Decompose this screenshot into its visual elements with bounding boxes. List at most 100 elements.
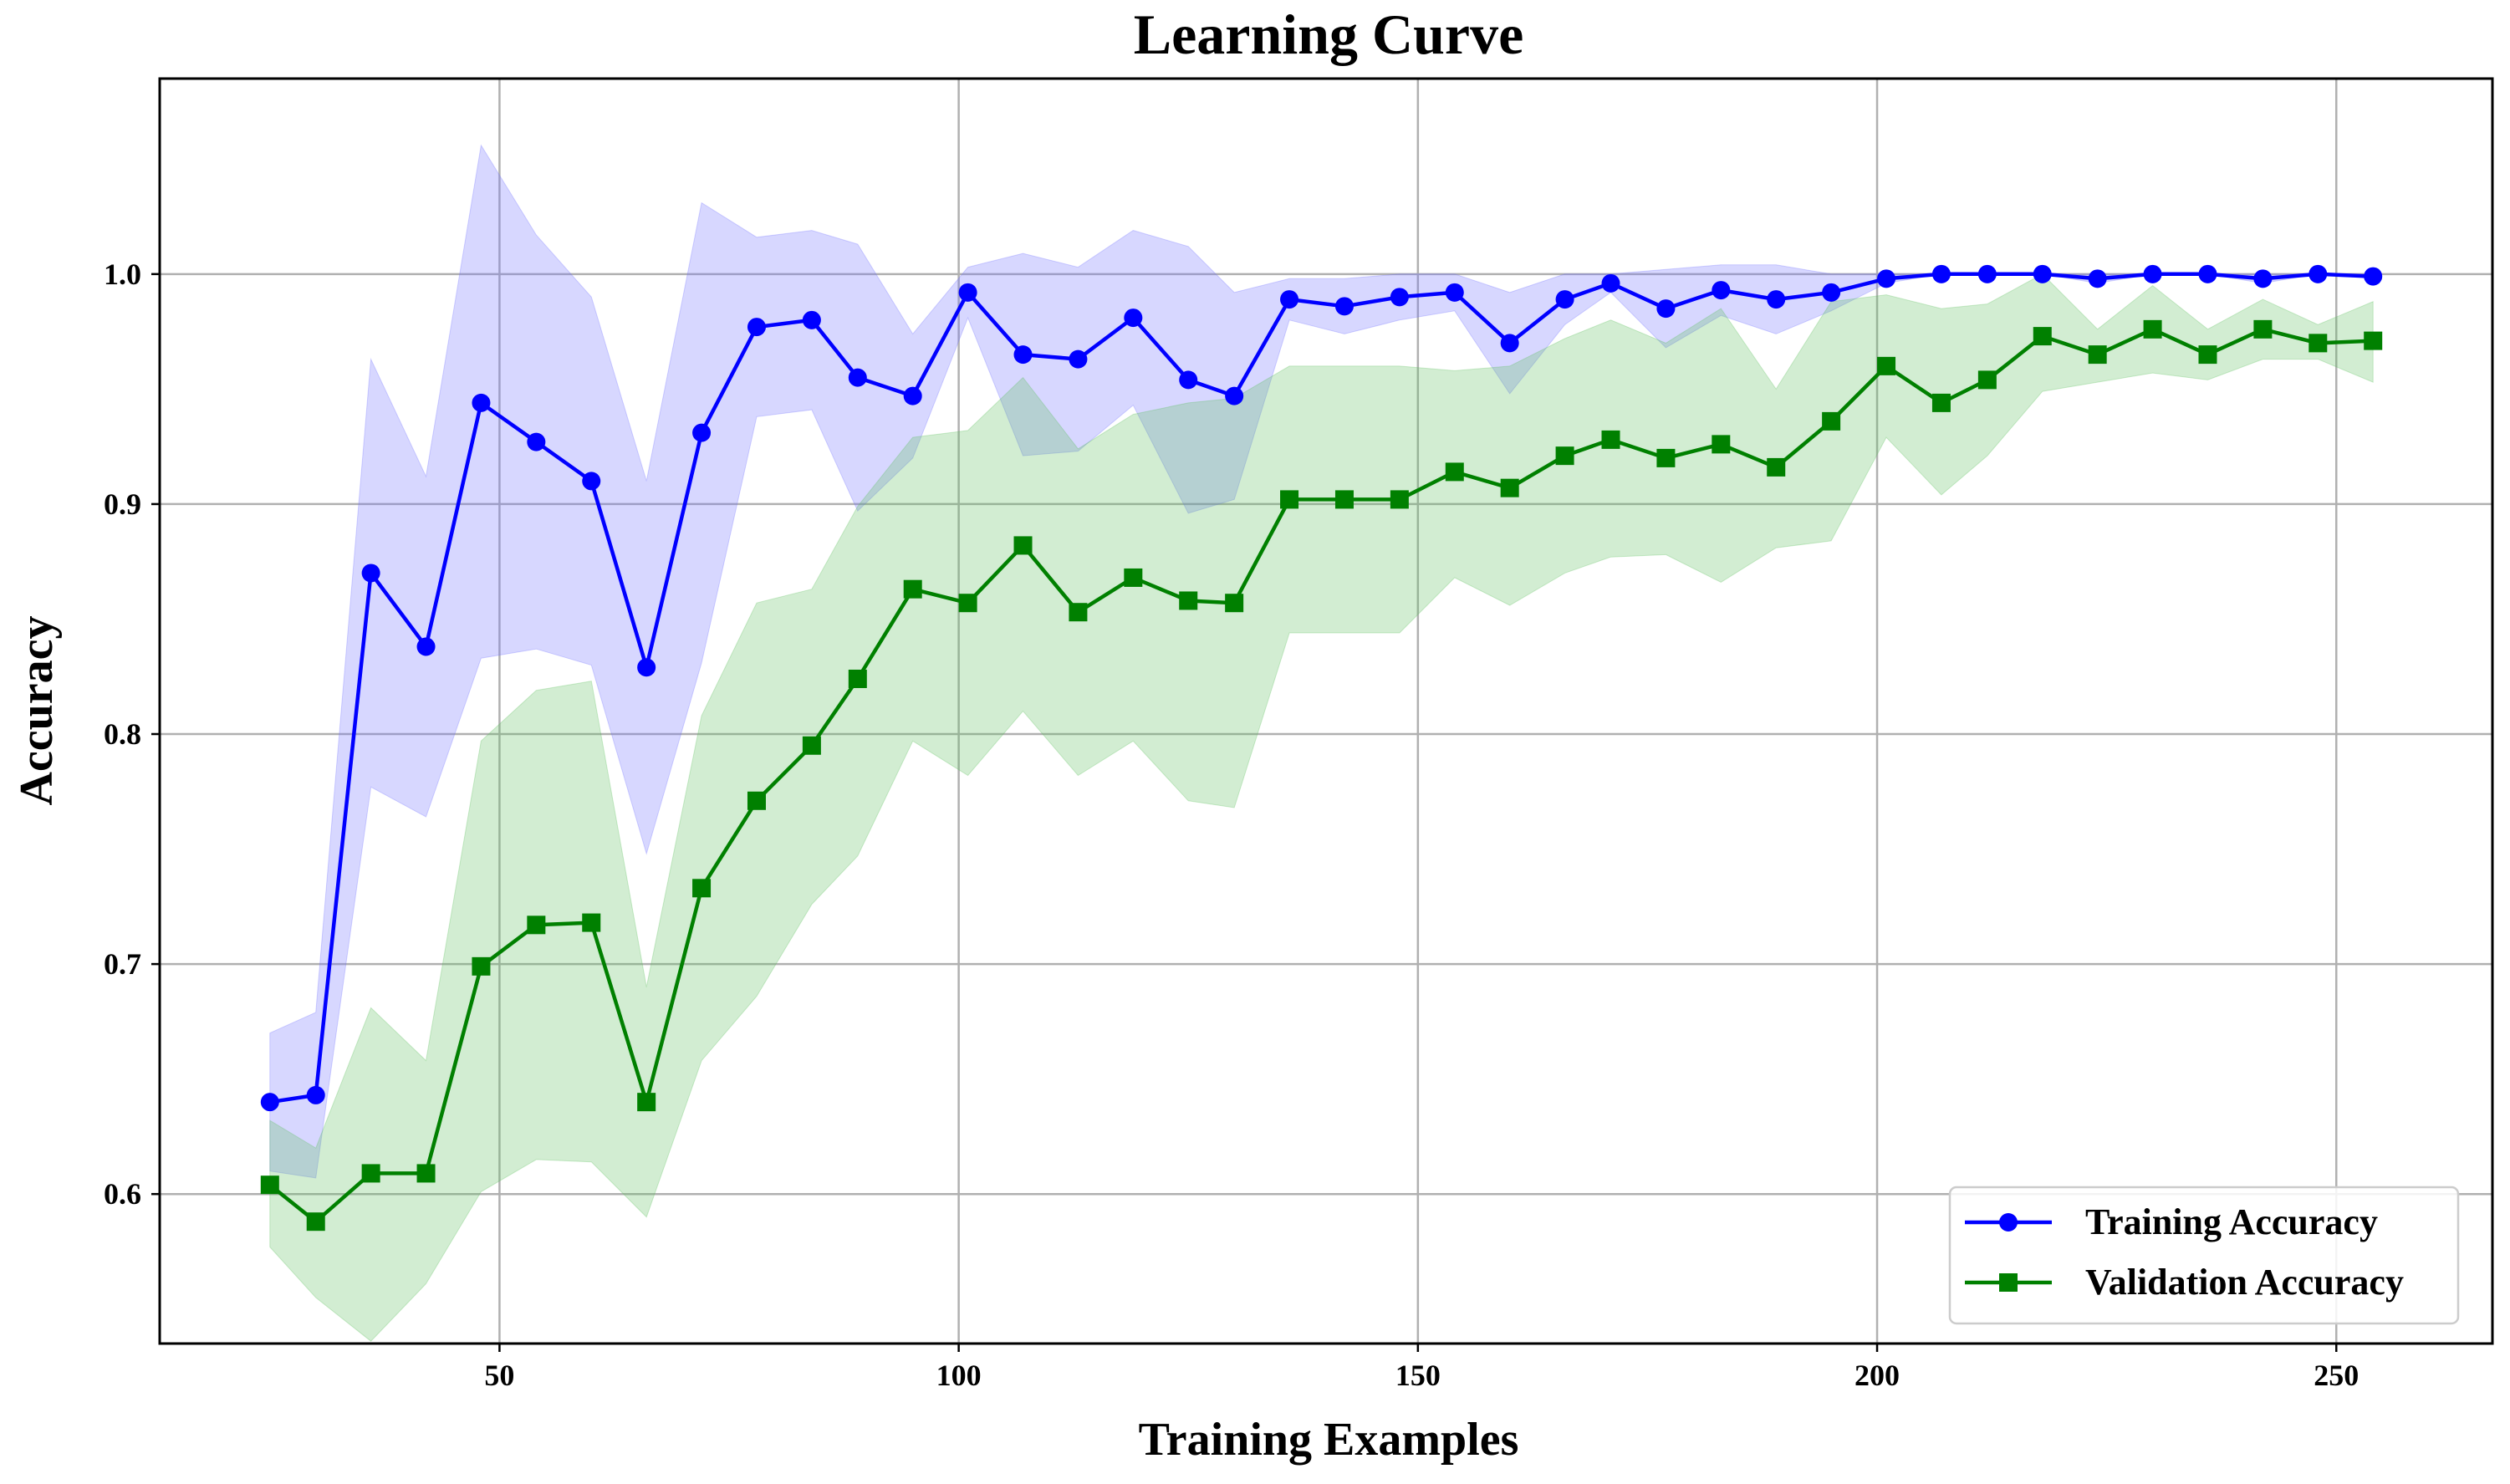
validation-accuracy-point (1334, 490, 1354, 509)
validation-accuracy-point (1712, 435, 1731, 454)
y-tick-label: 1.0 (104, 258, 141, 291)
training-accuracy-point (2308, 264, 2328, 283)
training-accuracy-point (2033, 264, 2052, 283)
training-accuracy-point (1390, 288, 1409, 307)
training-accuracy-point (472, 393, 491, 412)
validation-accuracy-point (1877, 356, 1896, 375)
validation-accuracy-point (802, 736, 821, 755)
validation-accuracy-point (1931, 393, 1951, 412)
validation-accuracy-point (747, 791, 766, 810)
training-accuracy-point (2253, 269, 2273, 288)
legend-box (1948, 1186, 2460, 1325)
validation-accuracy-point (1767, 457, 1786, 477)
training-accuracy-point (2198, 264, 2217, 283)
legend-marker-training (1999, 1213, 2018, 1232)
training-accuracy-point (1500, 334, 1519, 353)
training-accuracy-point (1555, 290, 1574, 309)
training-accuracy-point (527, 432, 546, 451)
y-tick-label: 0.6 (104, 1177, 141, 1211)
training-accuracy-point (1334, 297, 1354, 316)
validation-accuracy-point (2198, 345, 2217, 365)
training-accuracy-point (1225, 386, 1244, 405)
validation-accuracy-point (306, 1212, 325, 1232)
training-accuracy-point (1977, 264, 1997, 283)
validation-accuracy-point (416, 1164, 436, 1183)
training-accuracy-point (582, 472, 601, 491)
validation-accuracy-point (527, 915, 546, 935)
validation-accuracy-point (692, 879, 712, 898)
y-tick-label: 0.7 (104, 947, 141, 981)
training-accuracy-point (1601, 273, 1620, 293)
training-accuracy-point (1013, 345, 1033, 365)
validation-accuracy-point (2253, 319, 2273, 339)
confidence-bands (269, 144, 2374, 1342)
legend: Training Accuracy Validation Accuracy (1948, 1186, 2460, 1325)
validation-accuracy-point (1500, 478, 1519, 497)
x-tick-label: 250 (2314, 1359, 2359, 1392)
training-accuracy-point (1179, 370, 1198, 390)
training-accuracy-point (2364, 267, 2383, 286)
validation-accuracy-point (582, 913, 601, 932)
x-axis-label: Training Examples (1139, 1414, 1519, 1466)
validation-accuracy-point (2308, 334, 2328, 353)
training-accuracy-point (2088, 269, 2107, 288)
validation-accuracy-band (269, 273, 2374, 1342)
legend-label-validation: Validation Accuracy (2085, 1262, 2404, 1303)
training-accuracy-point (1822, 283, 1841, 302)
training-accuracy-point (692, 423, 712, 442)
training-accuracy-point (802, 310, 821, 329)
x-tick-label: 150 (1395, 1359, 1441, 1392)
x-axis-ticks: 50 100 150 200 250 (484, 1344, 2359, 1392)
training-accuracy-point (1877, 269, 1896, 288)
training-accuracy-point (260, 1093, 279, 1112)
training-accuracy-point (361, 564, 380, 583)
validation-accuracy-point (1822, 411, 1841, 431)
validation-accuracy-point (1225, 594, 1244, 613)
training-accuracy-point (747, 318, 766, 337)
validation-accuracy-line (268, 327, 2374, 1224)
training-accuracy-point (2143, 264, 2162, 283)
validation-accuracy-point (1445, 462, 1464, 482)
training-accuracy-point (1712, 281, 1731, 300)
validation-accuracy-point (1555, 446, 1574, 466)
y-tick-label: 0.9 (104, 487, 141, 521)
y-axis-ticks: 0.6 0.7 0.8 0.9 1.0 (104, 258, 160, 1211)
validation-accuracy-point (1179, 591, 1198, 610)
x-tick-label: 100 (936, 1359, 982, 1392)
y-tick-label: 0.8 (104, 717, 141, 751)
training-accuracy-point (1931, 264, 1951, 283)
validation-accuracy-point (361, 1164, 380, 1183)
series-markers (260, 264, 2383, 1232)
training-accuracy-point (1445, 283, 1464, 302)
validation-accuracy-point (958, 594, 977, 613)
validation-accuracy-point (1390, 490, 1409, 509)
validation-accuracy-point (1280, 490, 1299, 509)
validation-accuracy-point (2088, 345, 2107, 365)
validation-accuracy-point (2364, 331, 2383, 350)
validation-accuracy-point (1069, 603, 1088, 622)
training-accuracy-point (958, 283, 977, 302)
training-accuracy-point (1280, 290, 1299, 309)
plot-frame (158, 77, 2494, 1345)
validation-accuracy-point (1124, 568, 1143, 587)
training-accuracy-point (416, 637, 436, 656)
validation-accuracy-point (848, 669, 867, 688)
training-accuracy-line (269, 272, 2374, 1104)
validation-accuracy-point (472, 956, 491, 976)
validation-accuracy-point (2033, 327, 2052, 346)
validation-accuracy-point (2143, 319, 2162, 339)
training-accuracy-point (848, 368, 867, 387)
validation-accuracy-point (1656, 448, 1676, 467)
validation-accuracy-point (1013, 536, 1033, 555)
training-accuracy-point (1767, 290, 1786, 309)
training-accuracy-point (306, 1085, 325, 1104)
training-accuracy-point (1069, 349, 1088, 369)
chart-title: Learning Curve (1134, 3, 1524, 66)
training-accuracy-point (637, 658, 656, 677)
validation-accuracy-point (1601, 430, 1620, 449)
series-lines (268, 272, 2374, 1224)
training-accuracy-point (1124, 309, 1143, 328)
validation-accuracy-point (903, 579, 922, 599)
validation-accuracy-point (260, 1175, 279, 1195)
